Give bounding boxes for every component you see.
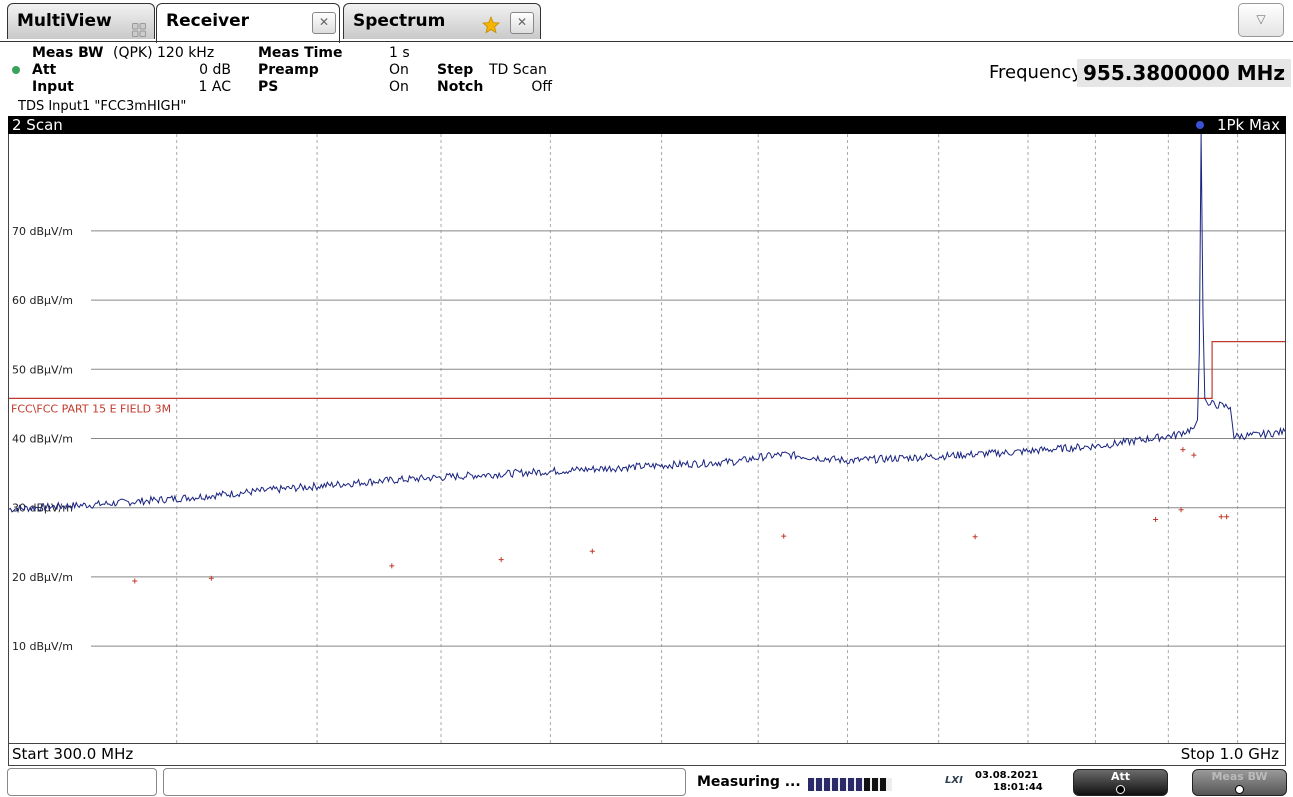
preamp-value[interactable]: On (389, 62, 409, 78)
y-tick-label: 10 dBµV/m (12, 640, 73, 653)
frequency-span-bar: Start 300.0 MHz Stop 1.0 GHz (8, 744, 1286, 766)
y-tick-label: 60 dBµV/m (12, 294, 73, 307)
final-measurement-marker (389, 563, 395, 569)
scan-window-titlebar: 2 Scan 1Pk Max (8, 116, 1286, 134)
tab-label: Receiver (166, 11, 250, 31)
chevron-down-icon: ▽ (1256, 12, 1266, 26)
final-measurement-marker (781, 533, 787, 539)
softkey-indicator-icon (1235, 785, 1244, 794)
y-tick-label: 40 dBµV/m (12, 433, 73, 446)
final-measurement-marker (1191, 452, 1197, 458)
final-measurement-marker (1224, 514, 1230, 520)
tds-info: TDS Input1 "FCC3mHIGH" (18, 99, 187, 114)
status-bar: Measuring ... LXI 03.08.2021 18:01:44 At… (0, 767, 1293, 797)
softkey-label: Att (1110, 770, 1131, 783)
scan-chart: 70 dBµV/m60 dBµV/m50 dBµV/m40 dBµV/m30 d… (9, 134, 1285, 743)
meas-bw-label: Meas BW (32, 45, 104, 61)
notch-value[interactable]: Off (531, 79, 552, 95)
final-measurement-marker (589, 548, 595, 554)
final-measurement-marker (972, 534, 978, 540)
tab-spectrum[interactable]: Spectrum ✕ (343, 3, 541, 39)
close-icon[interactable]: ✕ (510, 12, 534, 34)
y-tick-label: 70 dBµV/m (12, 225, 73, 238)
ps-label: PS (258, 79, 279, 95)
status-time: 18:01:44 (993, 782, 1043, 793)
tab-label: MultiView (17, 11, 112, 31)
trace-indicator-icon (1196, 121, 1204, 129)
menu-dropdown-button[interactable]: ▽ (1238, 3, 1284, 37)
status-date: 03.08.2021 (975, 770, 1039, 781)
final-measurement-marker (208, 575, 214, 581)
att-value[interactable]: 0 dB (199, 62, 231, 78)
meas-bw-softkey[interactable]: Meas BW (1192, 769, 1287, 796)
notch-label: Notch (437, 79, 484, 95)
meas-bw-value[interactable]: (QPK) 120 kHz (113, 45, 215, 61)
softkey-label: Meas BW (1211, 770, 1268, 783)
final-measurement-marker (132, 578, 138, 584)
final-measurement-marker (1180, 447, 1186, 453)
limit-line-label: FCC\FCC PART 15 E FIELD 3M (11, 402, 171, 415)
final-measurement-marker (1178, 507, 1184, 513)
att-softkey[interactable]: Att (1073, 769, 1168, 796)
progress-icon (808, 776, 892, 795)
final-measurement-marker (1218, 514, 1224, 520)
status-field-1[interactable] (7, 768, 157, 796)
trace-label: 1Pk Max (1216, 116, 1280, 134)
step-label: Step (437, 62, 474, 78)
tab-receiver[interactable]: Receiver ✕ (156, 3, 340, 43)
meas-time-value[interactable]: 1 s (389, 45, 410, 61)
step-value[interactable]: TD Scan (489, 62, 547, 78)
y-tick-label: 50 dBµV/m (12, 363, 73, 376)
scan-trace-1pk-max (9, 134, 1285, 514)
final-measurement-marker (1153, 516, 1159, 522)
grid-icon (132, 15, 146, 49)
lxi-icon: LXI (945, 775, 963, 786)
tab-divider (0, 41, 1293, 42)
softkey-indicator-icon (1116, 785, 1125, 794)
tab-bar: MultiView Receiver ✕ Spectrum ✕ ▽ (0, 0, 1293, 43)
ps-value[interactable]: On (389, 79, 409, 95)
status-field-2[interactable] (163, 768, 686, 796)
final-measurement-marker (498, 557, 504, 563)
tab-label: Spectrum (353, 11, 446, 31)
y-tick-label: 20 dBµV/m (12, 571, 73, 584)
star-icon (482, 12, 500, 46)
close-icon[interactable]: ✕ (312, 12, 336, 34)
scan-plot[interactable]: 70 dBµV/m 60 dBµV/m 50 dBµV/m 40 dBµV/m 30 d… (8, 134, 1286, 744)
meas-time-label: Meas Time (258, 45, 343, 61)
preamp-label: Preamp (258, 62, 319, 78)
frequency-label: Frequency (989, 62, 1082, 83)
status-led-icon (12, 66, 20, 74)
att-label: Att (32, 62, 57, 78)
frequency-value[interactable]: 955.3800000 MHz (1077, 59, 1292, 87)
start-frequency: Start 300.0 MHz (12, 745, 134, 763)
measuring-status: Measuring ... (697, 774, 801, 790)
limit-line (9, 341, 1285, 399)
tab-multiview[interactable]: MultiView (7, 3, 155, 39)
input-label: Input (32, 79, 74, 95)
window-title: 2 Scan (12, 116, 63, 134)
input-value[interactable]: 1 AC (198, 79, 231, 95)
stop-frequency: Stop 1.0 GHz (1180, 745, 1279, 763)
